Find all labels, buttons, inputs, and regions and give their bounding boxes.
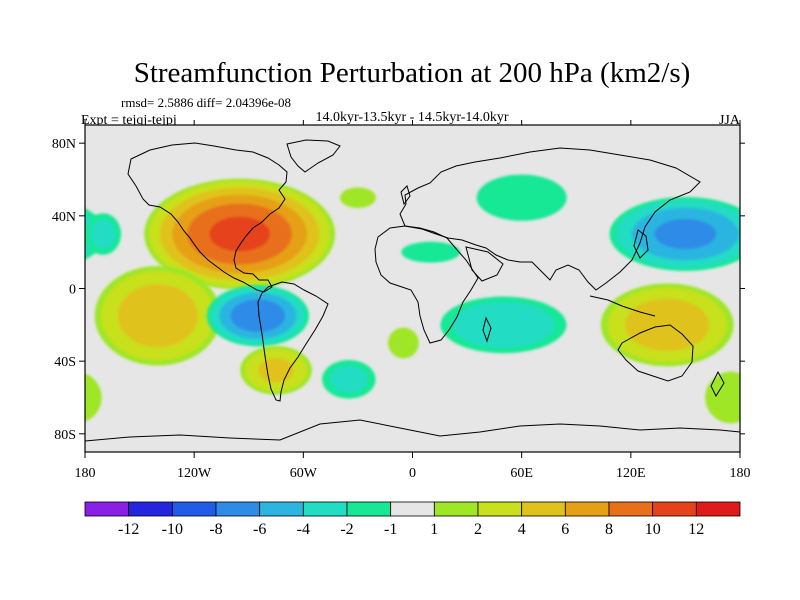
anomaly-sahara (401, 241, 461, 263)
anomaly-wrap (740, 213, 776, 255)
colorbar-swatch (608, 501, 654, 517)
contour-band (90, 219, 116, 249)
colorbar-label: 6 (561, 521, 569, 538)
x-tick-label: 60E (510, 466, 533, 481)
contour-band (209, 216, 270, 252)
x-tick-label: 60W (290, 466, 318, 481)
colorbar-swatch (346, 501, 392, 517)
coastline-eurasia (399, 147, 701, 291)
anomaly-southern-south-america (240, 345, 312, 395)
anomaly-south-atlantic (322, 360, 376, 399)
colorbar-swatch (259, 501, 304, 517)
colorbar-swatch (390, 501, 435, 517)
x-tick-label: 180 (730, 466, 751, 481)
colorbar-swatch (695, 501, 741, 517)
colorbar-swatch (652, 501, 697, 517)
colorbar-label: 2 (474, 521, 482, 538)
y-tick-label: 0 (69, 283, 76, 298)
contour-band (476, 174, 567, 221)
colorbar-label: 4 (518, 521, 526, 538)
contour-band (451, 301, 555, 348)
contour-band (740, 213, 776, 255)
contour-band (339, 187, 376, 208)
coastline-greenland (286, 139, 341, 173)
coastline-australia (617, 324, 694, 382)
anomaly-central-south-atlantic (388, 327, 419, 359)
stats-text: rmsd= 2.5886 diff= 2.04396e-08 (121, 95, 291, 110)
colorbar-label: -8 (209, 521, 222, 538)
colorbar-label: 12 (688, 521, 704, 538)
colorbar-label: -1 (384, 521, 397, 538)
colorbar-swatch (302, 501, 348, 517)
contour-band (705, 371, 740, 424)
x-tick-label: 120W (177, 466, 212, 481)
contour-band (654, 218, 717, 250)
contour-band (401, 241, 461, 263)
contour-band (230, 299, 286, 333)
season-label: JJA (719, 113, 741, 128)
contour-band (625, 298, 710, 352)
experiment-text: Expt = tejqj-tejpj (81, 113, 177, 128)
colorbar-swatch (521, 501, 566, 517)
anomaly-western-north-pacific (609, 197, 740, 271)
x-tick-label: 120E (616, 466, 646, 481)
contour-band (388, 327, 419, 359)
colorbar-label: -10 (162, 521, 183, 538)
colorbar-swatch (84, 501, 130, 517)
coastline-antarctica (85, 419, 740, 442)
coastline-south-america (257, 281, 329, 402)
anomaly-southern-ocean-near-dateline (705, 371, 740, 424)
coastline-new-zealand (710, 370, 725, 398)
contour-fills (85, 174, 776, 424)
colorbar-swatch (215, 501, 261, 517)
coastline-madagascar (482, 316, 492, 343)
anomaly-south-indian-ocean (440, 296, 567, 354)
y-tick-label: 80N (52, 137, 76, 152)
colorbar-label: 1 (430, 521, 438, 538)
coastline-north-america (127, 142, 288, 293)
anomaly-wrap (85, 373, 102, 422)
contour-band (258, 358, 294, 383)
x-tick-label: 0 (409, 466, 416, 481)
x-tick-label: 180 (75, 466, 96, 481)
anomaly-australia-sw-pacific (600, 283, 734, 367)
colorbar: -12 -10 -8 -6 -4 -2 -1 1 2 4 6 8 10 12 (84, 501, 741, 538)
contour-band (329, 365, 368, 393)
y-tick-label: 40N (52, 210, 76, 225)
contour-band (746, 219, 771, 248)
period-text: 14.0kyr-13.5kyr - 14.5kyr-14.0kyr (315, 110, 508, 125)
colorbar-swatch (171, 501, 217, 517)
coastline-arabia (465, 246, 504, 282)
colorbar-label: -6 (253, 521, 266, 538)
anomaly-eastern-south-pacific (206, 285, 309, 347)
y-tick-label: 40S (54, 355, 76, 370)
colorbar-label: 8 (605, 521, 613, 538)
anomaly-north-america (144, 178, 336, 290)
colorbar-label: 10 (645, 521, 661, 538)
coastline-uk (400, 185, 411, 206)
colorbar-swatch (564, 501, 610, 517)
coastline-japan (633, 229, 649, 259)
colorbar-swatch (128, 501, 173, 517)
colorbar-label: -2 (340, 521, 353, 538)
colorbar-swatch (477, 501, 523, 517)
coastline-indonesia (589, 295, 656, 317)
contour-band (85, 373, 102, 422)
anomaly-south-pacific (94, 265, 221, 366)
coastline-africa (374, 225, 479, 344)
anomaly-north-atlantic (339, 187, 376, 208)
colorbar-label: -12 (118, 521, 139, 538)
y-tick-label: 80S (54, 428, 76, 443)
anomaly-dateline-n-pacific (85, 213, 121, 255)
chart-title: Streamfunction Perturbation at 200 hPa (… (134, 57, 691, 89)
coastlines (85, 139, 740, 442)
anomaly-eurasia (476, 174, 567, 221)
contour-band (117, 284, 198, 348)
colorbar-label: -4 (297, 521, 310, 538)
colorbar-swatch (433, 501, 479, 517)
axis-ticks: 180 120W 60W 0 60E 120E 180 80N 40N 0 40S 80S (52, 120, 751, 481)
